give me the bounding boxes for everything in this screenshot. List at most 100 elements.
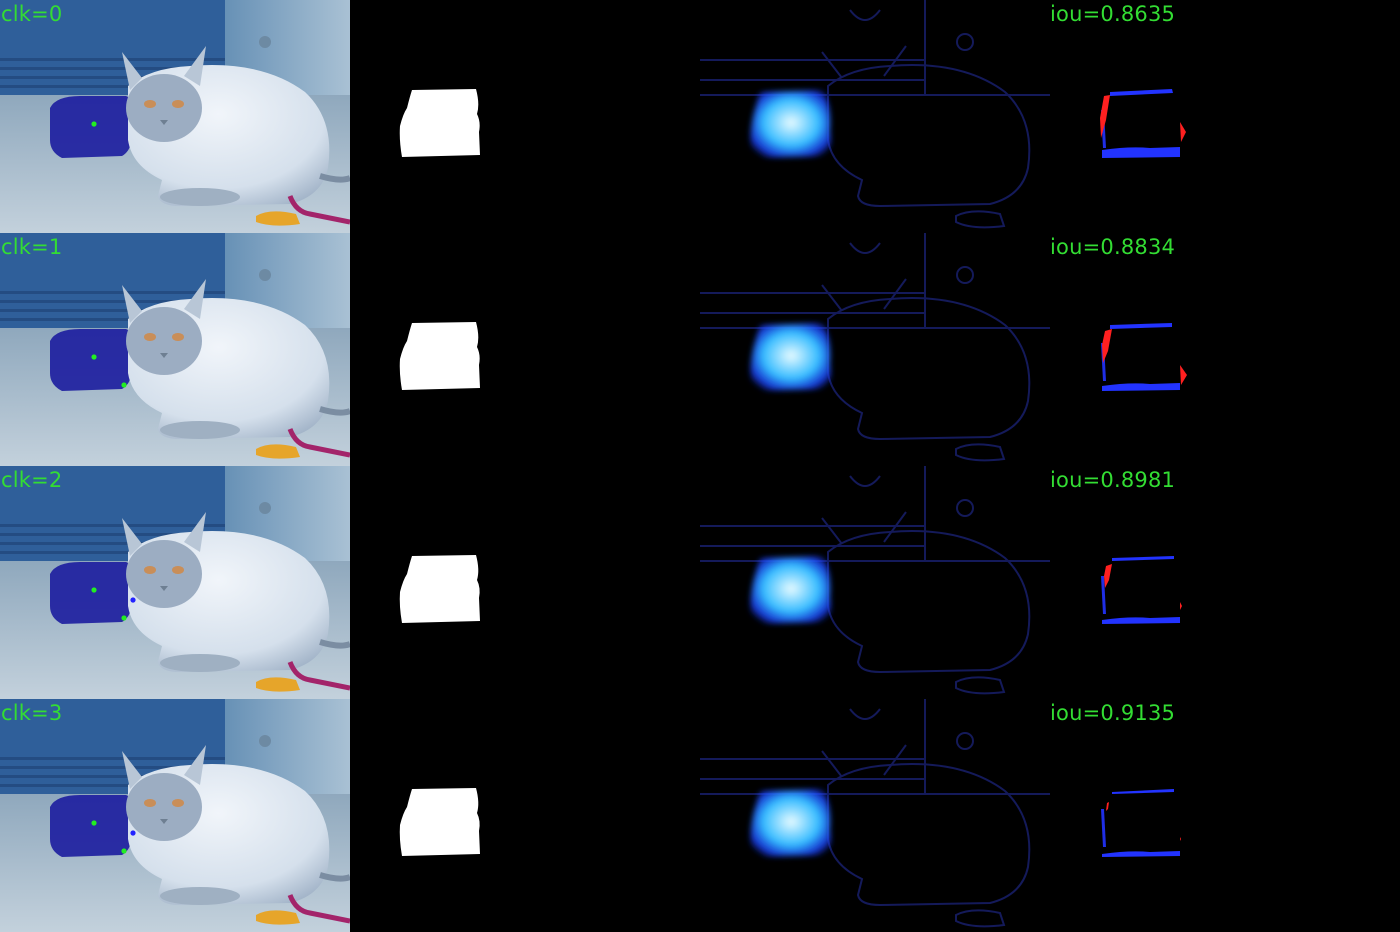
click-count-label: clk=2 [1,468,63,492]
click-count-label: clk=3 [1,701,63,725]
error-cell [1050,699,1400,932]
false-negative-left [1100,95,1110,138]
cat-ear-right [184,279,206,319]
cat-ear-right [184,512,206,552]
positive-click-dot [91,820,97,826]
photo-cell [0,233,350,466]
edge-ears [821,744,907,778]
edge-ears [821,278,907,312]
error-cell [1050,233,1400,466]
wall-knob [259,269,271,281]
positive-click-dot [91,121,97,127]
cat-eye-left [144,333,156,341]
probability-heatmap [700,466,1050,695]
edge-leash [955,443,1006,462]
cat-ear-right [184,745,206,785]
click-count-label: clk=0 [1,2,63,26]
edge-shelf [700,233,1050,329]
heatmap-cell [700,699,1050,932]
yellow-leash [256,444,300,459]
positive-click-dot [91,354,97,360]
edge-top-loop [849,9,881,21]
wall-knob [259,735,271,747]
click-count-label: clk=1 [1,235,63,259]
yellow-leash [256,910,300,925]
cat-eye-left [144,799,156,807]
probability-heatmap [700,0,1050,229]
cat-eye-right [172,799,184,807]
result-row: clk=1 iou=0.8834 [0,233,1400,466]
probability-heatmap [700,699,1050,928]
photo-cell [0,699,350,932]
iou-score-label: iou=0.8981 [1050,468,1176,492]
edge-ears [821,45,907,79]
cat-photo [0,0,350,233]
error-map [1101,323,1187,391]
cat-head [126,74,202,142]
edge-shelf [700,699,1050,795]
mask-shape [399,555,480,623]
cat-eye-left [144,100,156,108]
heatmap-cell [700,0,1050,233]
false-positive-top-edge [1112,556,1174,561]
shelf-slat [0,784,225,787]
cat-eye-left [144,566,156,574]
shelf-slat [0,76,225,79]
mask-cell [350,233,700,466]
target-overlay [50,96,135,158]
shelf-slat [0,309,225,312]
predicted-mask [399,788,480,856]
predicted-mask [399,89,480,157]
positive-click-dot [121,848,127,854]
shelf-slat [0,300,225,303]
cat-ear-right [184,46,206,86]
cat-paws [160,421,240,439]
cat-head [126,773,202,841]
edge-knob [956,732,974,750]
false-positive-bottom-edge [1102,851,1180,857]
shelf-slat [0,58,225,61]
false-negative-left [1106,802,1109,811]
wall-knob [259,36,271,48]
heat-blob [750,556,832,624]
photo-cell [0,466,350,699]
cat-tail [319,872,350,882]
edge-shelf [700,0,1050,96]
photo-cell [0,0,350,233]
edge-knob [956,266,974,284]
false-positive-bottom-edge [1102,383,1180,391]
result-row: clk=2 iou=0.8981 [0,466,1400,699]
purple-leash [287,894,350,924]
false-positive-left-edge [1101,809,1106,847]
false-negative-right [1180,837,1181,841]
error-map [1100,89,1186,158]
shelf-slat [0,766,225,769]
negative-click-dot [130,830,136,836]
edge-top-loop [849,242,881,254]
positive-click-dot [121,615,127,621]
false-positive-top-edge [1112,789,1174,794]
predicted-mask [399,555,480,623]
probability-heatmap [700,233,1050,462]
heat-blob [750,323,832,391]
cat-eye-right [172,100,184,108]
mask-cell [350,0,700,233]
mask-cell [350,699,700,932]
cat-ear-left [122,52,142,90]
cat-photo [0,699,350,932]
cat-eye-right [172,333,184,341]
cat-nose [160,353,168,358]
error-map [1101,789,1181,857]
cat-photo [0,233,350,466]
cat-tail [319,406,350,416]
edge-leash [955,210,1006,229]
shelf-slat [0,318,225,321]
edge-ears [821,511,907,545]
target-overlay [50,329,135,391]
cat-tail [319,639,350,649]
error-map [1101,556,1182,624]
edge-cat [827,763,1031,907]
shelf-slat [0,551,225,554]
iou-score-label: iou=0.8635 [1050,2,1176,26]
